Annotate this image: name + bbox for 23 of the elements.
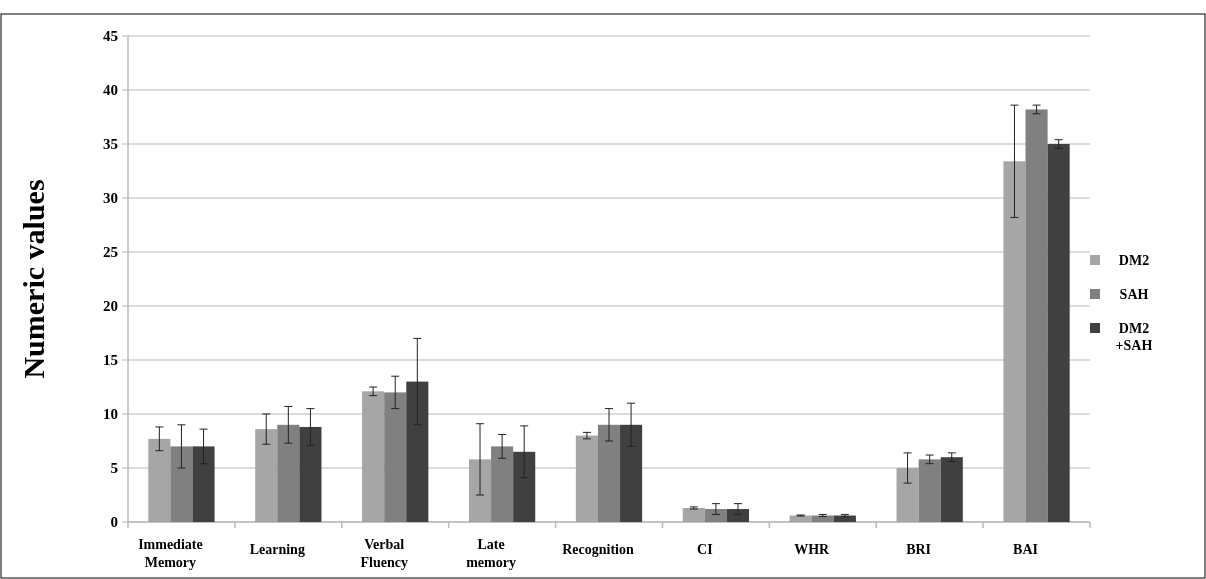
y-tick-label: 30 (103, 190, 118, 207)
x-tick-label: Verbal Fluency (360, 537, 408, 570)
x-tick-label: BAI (1013, 542, 1038, 557)
x-tick-label: Immediate Memory (138, 537, 203, 570)
y-tick-label: 45 (103, 28, 118, 45)
x-tick-label: WHR (794, 542, 831, 557)
y-tick-label: 5 (110, 460, 118, 477)
x-tick-label: CI (697, 542, 713, 557)
legend-label: DM2 (1118, 252, 1150, 268)
y-tick-label: 10 (103, 406, 118, 423)
legend-label: SAH (1119, 286, 1149, 302)
y-tick-label: 25 (103, 244, 118, 261)
y-axis-title: Numeric values (17, 179, 50, 379)
y-tick-label: 15 (103, 352, 118, 369)
legend-label: DM2 +SAH (1115, 320, 1153, 353)
x-tick-label: Late memory (466, 537, 516, 570)
y-tick-label: 40 (103, 82, 118, 99)
x-tick-label: Learning (249, 542, 305, 557)
y-tick-label: 35 (103, 136, 118, 153)
x-tick-label: BRI (906, 542, 932, 557)
x-tick-label: Recognition (562, 542, 634, 557)
y-tick-label: 20 (103, 298, 118, 315)
y-tick-label: 0 (110, 514, 118, 531)
